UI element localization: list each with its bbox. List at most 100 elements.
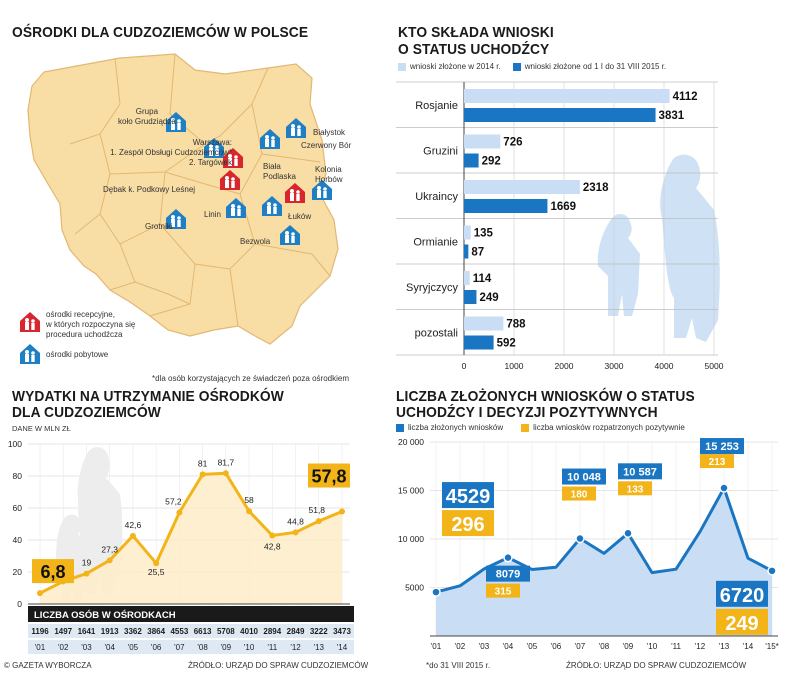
x-tick-label: '12 (695, 642, 706, 651)
year-band-row (28, 640, 354, 654)
bar-value-label: 788 (506, 319, 526, 331)
x-tick-label: 2000 (555, 361, 574, 371)
bar-2014 (464, 225, 471, 240)
decisions-point (719, 483, 729, 493)
people-count: 1641 (78, 627, 96, 636)
expenses-point (315, 518, 322, 525)
expenses-point (292, 529, 299, 536)
reception-icon (219, 169, 241, 191)
x-tick-label: '08 (599, 642, 610, 651)
value-label: 19 (82, 558, 92, 568)
x-tick-label: '01 (35, 643, 46, 652)
expenses-point (83, 570, 90, 577)
submitted-callout-value: 10 587 (623, 466, 657, 478)
x-tick-label: '14 (337, 643, 348, 652)
people-count: 3362 (124, 627, 142, 636)
stay-icon (203, 137, 225, 159)
decisions-point (431, 587, 441, 597)
positive-callout-box (700, 454, 734, 469)
expenses-point (37, 590, 43, 597)
legend-2014-swatch (398, 62, 406, 71)
bar-2014 (464, 271, 470, 285)
y-tick-label: 20 (13, 567, 23, 577)
x-tick-label: 3000 (605, 361, 624, 371)
decisions-title-2: UCHODŹCY I DECYZJI POZYTYWNYCH (396, 404, 658, 421)
legend-reception-label: ośrodki recepcyjne, w których rozpoczyna… (46, 310, 136, 339)
category-label: pozostali (415, 327, 458, 339)
legend-positive-swatch (521, 423, 530, 432)
submitted-callout-box (618, 463, 662, 480)
submitted-callout-box (442, 482, 494, 509)
value-label: 58 (244, 495, 254, 505)
people-band-header (28, 606, 354, 622)
expenses-point (153, 560, 160, 567)
applicants-legend: wnioski złożone w 2014 r. wnioski złożon… (398, 62, 666, 71)
source-left: ŹRÓDŁO: URZĄD DO SPRAW CUDZOZIEMCÓW (188, 661, 369, 670)
legend-stay-icon (19, 343, 41, 365)
x-tick-label: '02 (58, 643, 69, 652)
people-band-row (28, 624, 354, 638)
reception-icon (284, 182, 306, 204)
category-label: Rosjanie (415, 100, 458, 112)
legend-reception-icon (19, 311, 41, 333)
bar-value-label: 1669 (550, 201, 576, 213)
decisions-chart: 5000 10 000 15 000 20 000 '01 '02 '03 '04 '05 '06… (398, 437, 779, 651)
y-tick-label: 100 (8, 439, 22, 449)
submitted-callout-box (486, 565, 530, 582)
label-bialystok: Białystok (313, 128, 346, 137)
bar-2015 (464, 199, 548, 213)
y-tick-label: 80 (13, 471, 23, 481)
bar-2015 (464, 290, 477, 304)
bar-value-label: 4112 (673, 91, 698, 103)
label-debak: Dębak k. Podkowy Leśnej (103, 185, 196, 194)
expenses-line (39, 471, 343, 595)
x-tick-label: '11 (267, 643, 277, 652)
highlight-value-label: 6,8 (40, 562, 65, 582)
value-label: 42,8 (264, 542, 281, 552)
x-tick-label: '09 (221, 643, 232, 652)
decisions-area (436, 488, 772, 636)
category-label: Ukraincy (415, 191, 458, 203)
submitted-callout-value: 6720 (720, 585, 765, 607)
value-label: 57,2 (165, 496, 182, 506)
value-label: 81,7 (218, 457, 235, 467)
x-tick-label: '13 (719, 642, 730, 651)
bar-value-label: 3831 (659, 110, 685, 122)
people-count: 1913 (101, 627, 119, 636)
stay-icon (259, 128, 281, 150)
y-tick-label: 5000 (405, 583, 424, 593)
people-count: 1497 (54, 627, 72, 636)
x-tick-label: '14 (743, 642, 754, 651)
people-count: 5708 (217, 627, 235, 636)
bar-2015 (464, 244, 469, 259)
positive-callout-value: 180 (571, 490, 588, 501)
x-tick-label: '06 (551, 642, 562, 651)
bar-value-label: 135 (474, 228, 494, 240)
bar-value-label: 87 (471, 247, 484, 259)
legend-positive-label: liczba wniosków rozpatrzonych pozytywnie (533, 423, 685, 432)
x-tick-label: '06 (151, 643, 162, 652)
x-tick-label: '04 (104, 643, 115, 652)
submitted-callout-box (716, 580, 768, 607)
expenses-unit: DANE W MLN ZŁ (12, 424, 71, 433)
decisions-footnote: *do 31 VIII 2015 r. (426, 661, 491, 670)
people-count: 2849 (287, 627, 305, 636)
bar-2015 (464, 153, 479, 168)
label-kolonia: Kolonia Horbów (315, 165, 343, 184)
poland-map (27, 53, 339, 345)
people-count: 3864 (147, 627, 165, 636)
positive-callout-box (486, 583, 520, 598)
submitted-callout-value: 4529 (446, 486, 491, 508)
expenses-chart: 02040608010014,11927,342,625,557,28181,7… (8, 439, 354, 654)
bar-value-label: 114 (473, 273, 492, 285)
people-count: 4010 (240, 627, 258, 636)
stay-icon (165, 111, 187, 133)
bar-value-label: 726 (503, 137, 522, 149)
x-tick-label: '10 (244, 643, 255, 652)
people-count: 6613 (194, 627, 212, 636)
positive-callout-box (442, 510, 494, 537)
decisions-point (767, 566, 777, 576)
positive-callout-value: 315 (495, 587, 512, 598)
people-count: 3473 (333, 627, 351, 636)
